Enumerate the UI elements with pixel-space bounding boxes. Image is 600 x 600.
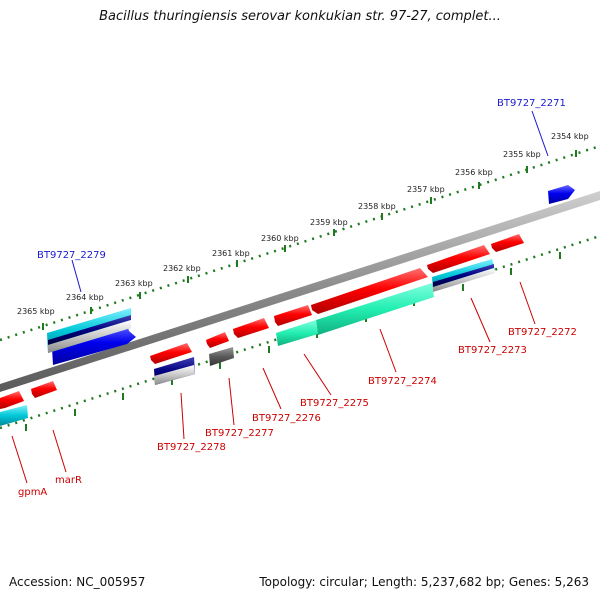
gene-bt2275[interactable] xyxy=(274,305,312,326)
cds-bt2278-shade xyxy=(154,365,195,385)
cds-bt2275 xyxy=(276,320,318,346)
scale-label-2358: 2358 kbp xyxy=(358,202,396,211)
label-bt2277: BT9727_2277 xyxy=(205,428,274,439)
scale-label-2360: 2360 kbp xyxy=(261,234,299,243)
gene-bt2274[interactable] xyxy=(311,268,428,314)
label-bt2274: BT9727_2274 xyxy=(368,376,437,387)
label-bt2276: BT9727_2276 xyxy=(252,413,321,424)
scale-label-2362: 2362 kbp xyxy=(163,264,201,273)
label-bt2275: BT9727_2275 xyxy=(300,398,369,409)
scale-label-2361: 2361 kbp xyxy=(212,249,250,258)
gene-marR[interactable] xyxy=(31,381,57,398)
scale-label-2363: 2363 kbp xyxy=(115,279,153,288)
cds-bt2274 xyxy=(316,283,434,335)
label-bt2278: BT9727_2278 xyxy=(157,442,226,453)
label-marR: marR xyxy=(55,475,82,486)
cds-gpmA xyxy=(0,405,28,426)
gene-bt2273[interactable] xyxy=(427,245,490,273)
label-bt2272: BT9727_2272 xyxy=(508,327,577,338)
gene-bt2278[interactable] xyxy=(150,343,192,364)
cds-bt2273-shade xyxy=(433,268,495,292)
cds-bt2279-shade xyxy=(48,320,131,353)
gene-bt2276[interactable] xyxy=(233,318,269,338)
label-bt2271: BT9727_2271 xyxy=(497,98,566,109)
gene-gpmA[interactable] xyxy=(0,391,24,409)
gene-bt2271[interactable] xyxy=(548,185,575,204)
scale-label-2364: 2364 kbp xyxy=(66,293,104,302)
scale-label-2357: 2357 kbp xyxy=(407,185,445,194)
label-bt2273: BT9727_2273 xyxy=(458,345,527,356)
gene-bt2272[interactable] xyxy=(491,234,524,252)
topology-text: Topology: circular; Length: 5,237,682 bp… xyxy=(259,575,589,589)
genome-backbone xyxy=(0,191,600,392)
upper-scale-track xyxy=(0,144,600,342)
label-bt2279: BT9727_2279 xyxy=(37,250,106,261)
lower-scale-track xyxy=(0,234,600,430)
scale-label-2356: 2356 kbp xyxy=(455,168,493,177)
scale-label-2355: 2355 kbp xyxy=(503,150,541,159)
scale-label-2365: 2365 kbp xyxy=(17,307,55,316)
scale-label-2359: 2359 kbp xyxy=(310,218,348,227)
gene-bt2279[interactable] xyxy=(52,324,136,365)
gene-bt2277[interactable] xyxy=(206,332,229,348)
cds-bt2279-stripe xyxy=(48,315,131,345)
label-gpmA: gpmA xyxy=(18,487,47,498)
scale-label-2354: 2354 kbp xyxy=(551,132,589,141)
map-title: Bacillus thuringiensis serovar konkukian… xyxy=(99,9,501,24)
cds-bt2277 xyxy=(209,347,234,366)
label-leaders xyxy=(11,110,549,484)
upper-major-ticks xyxy=(42,150,577,330)
cds-bt2273-stripe xyxy=(433,264,494,287)
accession-text: Accession: NC_005957 xyxy=(9,575,146,589)
